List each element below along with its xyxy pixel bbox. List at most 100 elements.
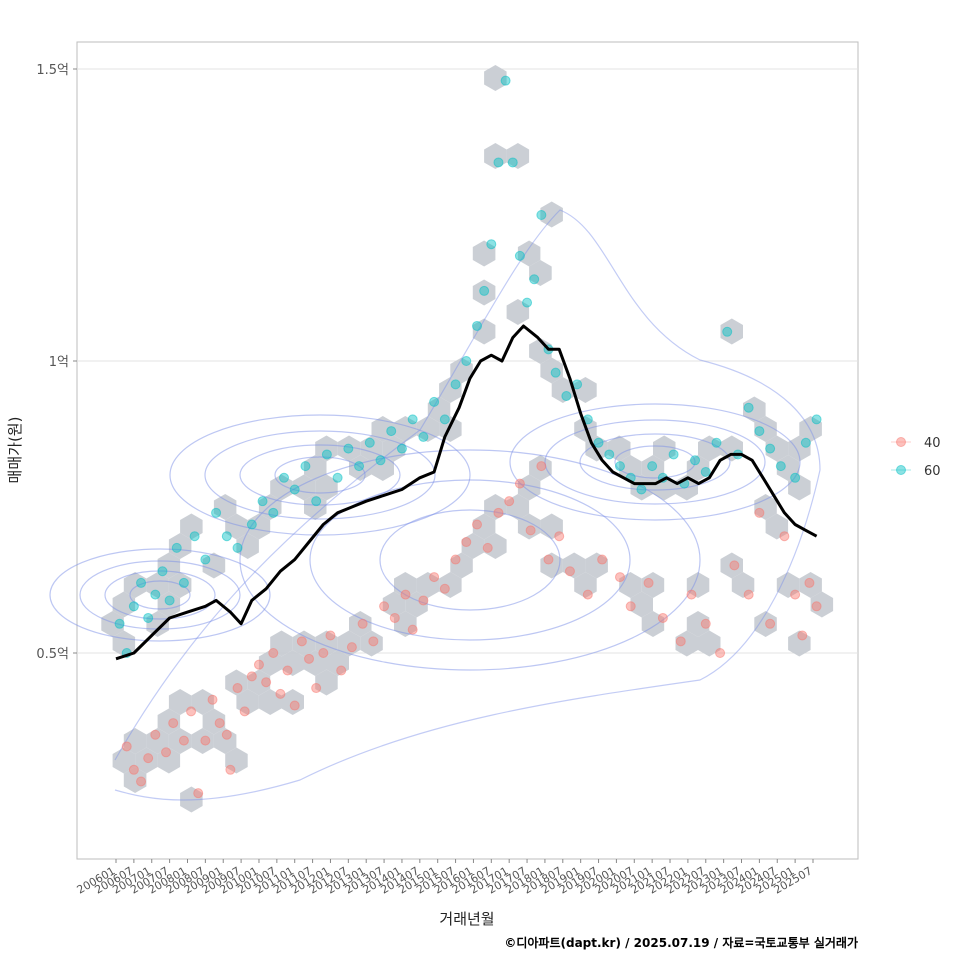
scatter-point-60 <box>593 437 604 448</box>
hex-bin <box>517 240 541 267</box>
scatter-point-40 <box>450 554 461 565</box>
hex-bin <box>315 435 338 462</box>
scatter-point-60 <box>418 431 429 442</box>
hex-bin <box>281 650 304 676</box>
scatter-point-60 <box>375 455 386 466</box>
scatter-point-40 <box>514 478 525 489</box>
scatter-point-40 <box>200 735 211 746</box>
scatter-point-60 <box>150 589 161 600</box>
scatter-point-40 <box>379 601 390 612</box>
hex-bin <box>180 513 203 540</box>
density-contour <box>509 403 801 521</box>
x-axis: 2006012006072007012007072008012008072009… <box>75 859 815 897</box>
scatter-point-60 <box>522 297 533 308</box>
caption: ©디아파트(dapt.kr) / 2025.07.19 / 자료=국토교통부 실… <box>504 935 858 950</box>
hex-bin <box>225 513 248 540</box>
scatter-point-40 <box>143 753 154 764</box>
scatter-point-60 <box>507 157 518 168</box>
scatter-point-40 <box>614 572 625 583</box>
hex-bin <box>427 396 451 423</box>
hex-bin <box>484 143 507 169</box>
hex-bin <box>270 630 293 657</box>
y-axis: 0.5억 1억 1.5억 <box>36 63 77 662</box>
density-contours <box>49 209 821 801</box>
y-tick-label: 1.5억 <box>36 63 69 78</box>
scatter-point-60 <box>668 449 679 460</box>
scatter-point-40 <box>207 694 218 705</box>
scatter-point-60 <box>754 426 765 437</box>
scatter-point-40 <box>675 636 686 647</box>
hex-bin <box>529 455 552 481</box>
scatter-point-40 <box>246 671 257 682</box>
hex-bin <box>731 572 755 598</box>
hex-bin <box>450 552 473 579</box>
density-contour <box>579 433 731 491</box>
scatter-point-60 <box>278 472 289 483</box>
scatter-point-40 <box>232 683 243 694</box>
hex-bin <box>360 630 383 657</box>
scatter-point-40 <box>121 741 132 752</box>
scatter-point-40 <box>357 618 368 629</box>
scatter-point-40 <box>439 583 450 594</box>
scatter-point-60 <box>647 461 658 472</box>
scatter-point-40 <box>715 648 726 658</box>
scatter-point-60 <box>200 554 211 565</box>
hex-bin <box>619 572 642 598</box>
scatter-point-60 <box>171 542 182 553</box>
scatter-point-40 <box>700 618 711 629</box>
hex-bin <box>698 435 721 462</box>
density-contour <box>129 580 191 610</box>
hex-bin <box>529 260 552 286</box>
scatter-point-40 <box>178 735 189 746</box>
scatter-point-40 <box>625 601 636 612</box>
hex-bin <box>788 435 811 462</box>
hex-bin <box>799 416 822 442</box>
scatter-point-60 <box>396 443 407 454</box>
hex-bin <box>101 611 124 637</box>
scatter-point-40 <box>304 653 315 664</box>
scatter-point-40 <box>790 589 801 600</box>
scatter-point-40 <box>253 659 264 670</box>
density-contour <box>274 456 366 494</box>
hex-bin <box>236 689 259 715</box>
hex-bin <box>472 279 496 306</box>
scatter-point-60 <box>136 577 147 588</box>
hex-bin <box>157 747 181 774</box>
hex-bin <box>788 630 811 657</box>
scatter-point-60 <box>690 455 701 466</box>
scatter-point-60 <box>700 466 711 477</box>
hex-bin <box>686 611 710 637</box>
scatter-point-40 <box>597 554 608 565</box>
scatter-point-40 <box>311 683 322 694</box>
scatter-point-60 <box>479 285 490 296</box>
scatter-point-60 <box>461 356 472 366</box>
hex-bin <box>112 747 136 774</box>
scatter-point-60 <box>493 157 504 168</box>
hex-bin <box>450 357 473 384</box>
scatter-point-40 <box>275 688 286 699</box>
scatter-point-40 <box>765 618 776 629</box>
hex-bin <box>484 65 507 91</box>
legend-key-40 <box>896 437 906 447</box>
scatter-point-60 <box>221 531 232 542</box>
density-contour <box>49 548 271 642</box>
density-contour <box>544 419 766 505</box>
hex-bin <box>506 143 530 169</box>
scatter-point-60 <box>268 507 279 518</box>
legend: 40 60 <box>891 436 941 479</box>
scatter-point-40 <box>582 589 593 600</box>
scatter-point-40 <box>797 630 808 641</box>
density-contour <box>169 414 471 536</box>
scatter-point-60 <box>500 75 511 86</box>
legend-label-40: 40 <box>924 436 941 451</box>
scatter-point-40 <box>743 589 754 600</box>
scatter-point-60 <box>114 618 125 629</box>
scatter-point-60 <box>486 239 497 250</box>
scatter-point-60 <box>790 472 801 483</box>
scatter-point-40 <box>296 636 307 647</box>
scatter-point-60 <box>321 449 332 460</box>
scatter-point-40 <box>525 525 536 536</box>
hex-bin <box>472 318 496 345</box>
hex-bin <box>168 533 192 559</box>
